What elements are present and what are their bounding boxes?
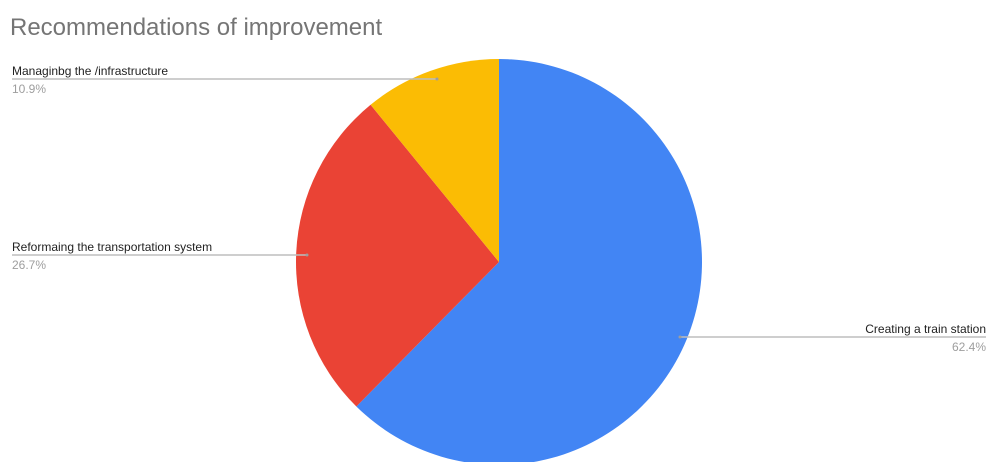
- slice-label-managinbg-the-infrastructure: Managinbg the /infrastructure: [12, 64, 168, 78]
- chart-title: Recommendations of improvement: [10, 14, 383, 41]
- leader-dot-managinbg-the-infrastructure: [435, 77, 439, 81]
- pie-labels: Creating a train station 62.4% Reformaing …: [12, 64, 986, 354]
- slice-percent-managinbg-the-infrastructure: 10.9%: [12, 82, 46, 96]
- pie-slice-managinbg-the-infrastructure[interactable]: [370, 59, 499, 262]
- pie-slice-creating-a-train-station[interactable]: [356, 59, 702, 462]
- pie-slices: [296, 59, 702, 462]
- slice-percent-reformaing-the-transportation-system: 26.7%: [12, 258, 46, 272]
- slice-label-creating-a-train-station: Creating a train station: [865, 322, 986, 336]
- leader-dot-creating-a-train-station: [678, 335, 682, 339]
- slice-percent-creating-a-train-station: 62.4%: [952, 340, 986, 354]
- leader-dot-reformaing-the-transportation-system: [305, 253, 309, 257]
- pie-slice-reformaing-the-transportation-system[interactable]: [296, 104, 499, 407]
- slice-label-reformaing-the-transportation-system: Reformaing the transportation system: [12, 240, 212, 254]
